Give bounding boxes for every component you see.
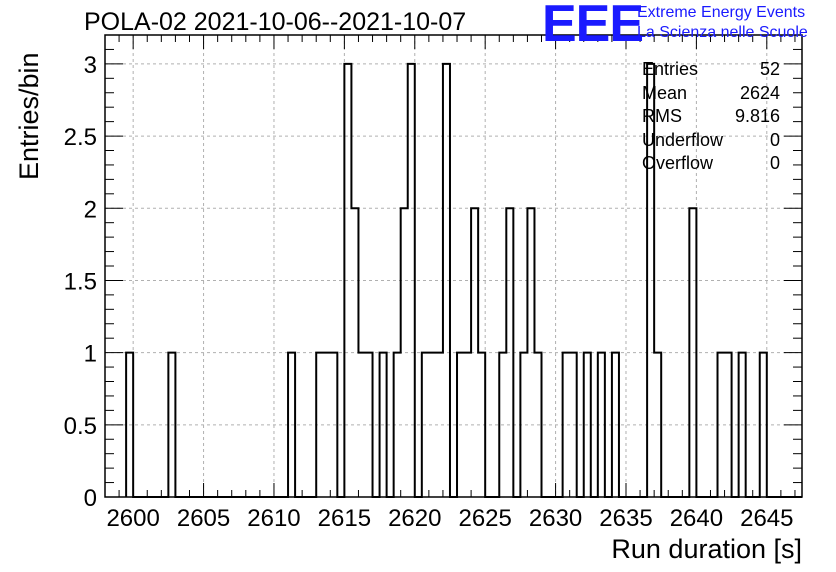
- stats-value: 0: [769, 153, 780, 173]
- histogram-bin: [612, 353, 619, 497]
- histogram-bin: [380, 353, 387, 497]
- x-tick-label: 2635: [599, 505, 652, 532]
- histogram-bin: [464, 353, 471, 497]
- x-tick-label: 2615: [318, 505, 371, 532]
- stats-label: Overflow: [642, 153, 714, 173]
- histogram-outline: [125, 62, 802, 498]
- histogram-bin: [436, 353, 443, 497]
- histogram-bin: [506, 208, 513, 497]
- histogram-bin: [422, 353, 429, 497]
- histogram-bin: [288, 353, 295, 497]
- histogram-bin: [598, 353, 605, 497]
- histogram-bin: [408, 64, 415, 497]
- histogram-bin: [457, 353, 464, 497]
- x-tick-label: 2640: [670, 505, 723, 532]
- stats-row-underflow: Underflow 0: [642, 129, 780, 153]
- histogram-bin: [478, 353, 485, 497]
- y-tick-label: 1: [84, 341, 97, 368]
- histogram-bin: [760, 353, 767, 497]
- x-tick-label: 2625: [458, 505, 511, 532]
- histogram-bin: [443, 64, 450, 497]
- histogram-bin: [718, 353, 725, 497]
- stats-box: Entries 52 Mean 2624 RMS 9.816 Underflow…: [642, 58, 780, 176]
- x-tick-label: 2605: [177, 505, 230, 532]
- y-tick-label: 1.5: [64, 268, 97, 295]
- stats-label: Mean: [642, 82, 688, 103]
- histogram-bin: [563, 353, 570, 497]
- histogram-bin: [344, 64, 351, 497]
- histogram-bin: [584, 353, 591, 497]
- x-tick-label: 2620: [388, 505, 441, 532]
- logo-line-1: Extreme Energy Events: [637, 4, 806, 21]
- stats-value: 2624: [739, 82, 780, 103]
- histogram-bin: [126, 353, 133, 497]
- histogram-bin: [358, 353, 365, 497]
- y-tick-label: 2: [84, 196, 97, 223]
- y-tick-label: 3: [84, 52, 97, 79]
- stats-row-overflow: Overflow 0: [642, 152, 780, 176]
- histogram-bin: [429, 353, 436, 497]
- histogram-bin: [534, 353, 541, 497]
- histogram-bin: [527, 208, 534, 497]
- y-axis-label: Entries/bin: [14, 52, 44, 180]
- histogram-bin: [499, 353, 506, 497]
- x-tick-label: 2600: [106, 505, 159, 532]
- histogram-bin: [689, 208, 696, 497]
- stats-label: Entries: [642, 59, 699, 79]
- histogram-bin: [739, 353, 746, 497]
- histogram-bin: [394, 353, 401, 497]
- histogram-bin: [365, 353, 372, 497]
- histogram-bin: [570, 353, 577, 497]
- eee-logo: EEE: [542, 0, 644, 53]
- histogram-bin: [330, 353, 337, 497]
- stats-label: Underflow: [642, 129, 724, 150]
- histogram-bin: [316, 353, 323, 497]
- y-tick-label: 2.5: [64, 124, 97, 151]
- y-tick-label: 0: [84, 485, 97, 512]
- histogram-bin: [654, 353, 661, 497]
- x-tick-label: 2610: [247, 505, 300, 532]
- tick-labels: 2600 2605 2610 2615 2620 2625 2630 2635 2640 2645…: [64, 52, 794, 532]
- stats-row-rms: RMS 9.816: [642, 105, 780, 129]
- histogram-bin: [351, 208, 358, 497]
- x-tick-label: 2645: [740, 505, 793, 532]
- histogram-bin: [168, 353, 175, 497]
- y-tick-label: 0.5: [64, 413, 97, 440]
- stats-value: 9.816: [734, 106, 780, 126]
- histogram-bin: [520, 353, 527, 497]
- histogram-bin: [471, 208, 478, 497]
- x-axis-label: Run duration [s]: [611, 534, 802, 564]
- stats-value: 52: [759, 59, 780, 79]
- histogram-bin: [323, 353, 330, 497]
- histogram-bin: [401, 208, 408, 497]
- histogram-bin: [725, 353, 732, 497]
- chart-title: POLA-02 2021-10-06--2021-10-07: [84, 8, 467, 36]
- stats-row-entries: Entries 52: [642, 58, 780, 82]
- logo-line-2: La Scienza nelle Scuole: [637, 24, 808, 41]
- stats-value: 0: [769, 129, 780, 150]
- stats-label: RMS: [642, 106, 682, 126]
- stats-row-mean: Mean 2624: [642, 82, 780, 106]
- x-tick-label: 2630: [529, 505, 582, 532]
